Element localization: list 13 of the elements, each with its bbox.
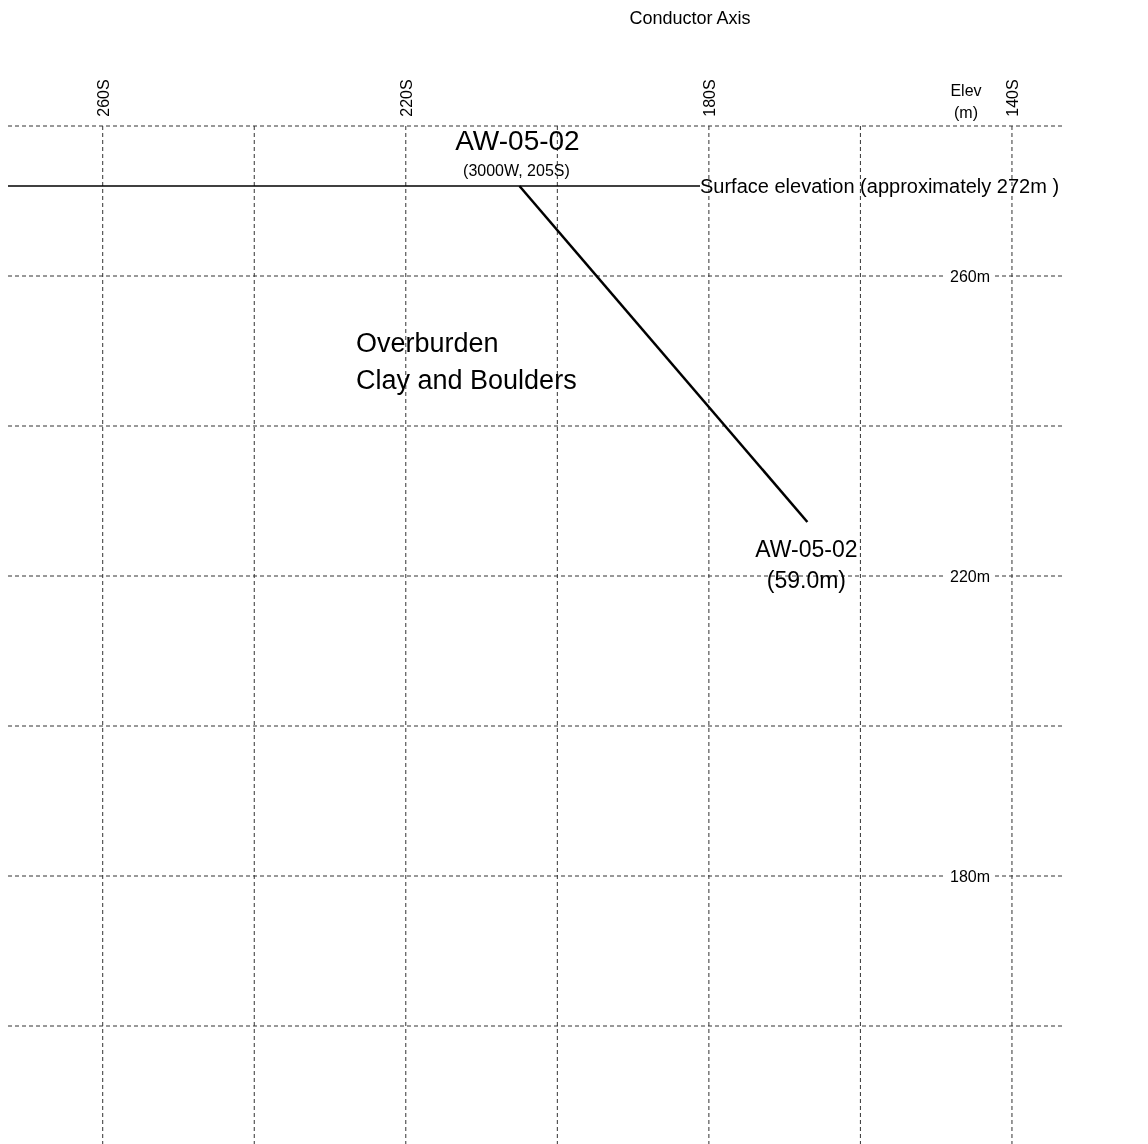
- x-tick-label: 180S: [700, 79, 718, 117]
- x-tick-label: 260S: [94, 79, 112, 117]
- chart-title: Conductor Axis: [629, 8, 751, 28]
- annotation: AW-05-02 (3000W, 205S): [455, 125, 580, 179]
- y-tick-label: 260m: [949, 268, 991, 285]
- y-tick-label: 220m: [949, 568, 991, 585]
- y-axis-title: Elev (m): [950, 82, 982, 121]
- x-tick-label: 140S: [1003, 79, 1021, 117]
- x-tick-label: 220S: [397, 79, 415, 117]
- ref-line-label: Surface elevation (approximately 272m ): [700, 175, 1060, 197]
- annotation: AW-05-02 (59.0m): [755, 536, 858, 593]
- y-tick-label: 180m: [949, 868, 991, 885]
- annotation: Overburden Clay and Boulders: [356, 328, 577, 395]
